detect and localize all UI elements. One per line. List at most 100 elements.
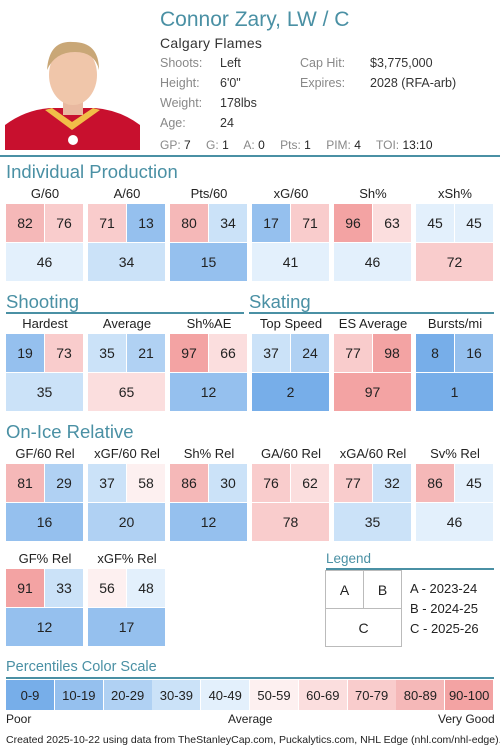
ga60-a-value: 76: [252, 464, 290, 502]
sh-a-value: 96: [334, 204, 372, 242]
shoots-value: Left: [220, 56, 241, 70]
shrel-label: Sh% Rel: [183, 446, 235, 461]
tops-label: Top Speed: [259, 316, 323, 331]
xga60-b-value: 32: [373, 464, 411, 502]
a60-c-value: 34: [88, 243, 165, 281]
g60-label: G/60: [30, 186, 60, 201]
scale-bin-8: 80-89: [396, 680, 445, 710]
burst-label: Bursts/mi: [427, 316, 483, 331]
xsh-label: xSh%: [438, 186, 472, 201]
stat-a-label: A:: [243, 138, 255, 152]
player-name: Connor Zary, LW / C: [160, 8, 350, 31]
player-headshot: [5, 30, 140, 150]
xg60-label: xG/60: [273, 186, 309, 201]
season-stats: GP: 7 G: 1 A: 0 Pts: 1 PIM: 4 TOI: 13:10: [160, 138, 433, 152]
stat-g-label: G:: [206, 138, 219, 152]
svrel-a-value: 86: [416, 464, 454, 502]
xga60-c-value: 35: [334, 503, 411, 541]
g60-a-value: 82: [6, 204, 44, 242]
gfp-c-value: 12: [6, 608, 83, 646]
pts60-c-value: 15: [170, 243, 247, 281]
avg-a-value: 35: [88, 334, 126, 372]
avg-c-value: 65: [88, 373, 165, 411]
ga60-label: GA/60 Rel: [261, 446, 321, 461]
team-name: Calgary Flames: [160, 35, 263, 51]
section-individual-production: Individual Production: [6, 161, 178, 182]
avg-label: Average: [102, 316, 152, 331]
g60-c-value: 46: [6, 243, 83, 281]
stat-pts-value: 1: [304, 138, 311, 152]
scale-bin-7: 70-79: [347, 680, 396, 710]
gf60-c-value: 16: [6, 503, 83, 541]
hard-label: Hardest: [22, 316, 68, 331]
esavg-label: ES Average: [338, 316, 408, 331]
scale-title: Percentiles Color Scale: [6, 659, 157, 675]
legend-title: Legend: [326, 551, 372, 566]
sh-c-value: 46: [334, 243, 411, 281]
xg60-b-value: 71: [291, 204, 329, 242]
footer-credits: Created 2025-10-22 using data from TheSt…: [6, 734, 500, 746]
shae-label: Sh%AE: [186, 316, 232, 331]
section-on-ice-relative: On-Ice Relative: [6, 421, 134, 442]
burst-b-value: 16: [455, 334, 493, 372]
skating-divider: [249, 312, 494, 314]
legend-divider: [326, 568, 494, 570]
esavg-a-value: 77: [334, 334, 372, 372]
a60-a-value: 71: [88, 204, 126, 242]
legend-a: A: [339, 581, 350, 598]
gf60-b-value: 29: [45, 464, 83, 502]
xgf60-label: xGF/60 Rel: [94, 446, 160, 461]
legend-c-desc: C - 2025-26: [410, 621, 479, 636]
hard-b-value: 73: [45, 334, 83, 372]
stat-pts-label: Pts:: [280, 138, 301, 152]
burst-c-value: 1: [416, 373, 493, 411]
legend-c: C: [358, 619, 369, 636]
stat-gp-value: 7: [184, 138, 191, 152]
gf60-a-value: 81: [6, 464, 44, 502]
gfp-b-value: 33: [45, 569, 83, 607]
shoots-label: Shoots:: [160, 56, 203, 70]
xsh-b-value: 45: [455, 204, 493, 242]
sh-b-value: 63: [373, 204, 411, 242]
scale-bin-5: 50-59: [250, 680, 298, 710]
ga60-b-value: 62: [291, 464, 329, 502]
scale-bin-2: 20-29: [103, 680, 152, 710]
height-label: Height:: [160, 76, 200, 90]
xgf60-b-value: 58: [127, 464, 165, 502]
shrel-c-value: 12: [170, 503, 247, 541]
avg-b-value: 21: [127, 334, 165, 372]
svrel-c-value: 46: [416, 503, 493, 541]
expires-label: Expires:: [300, 76, 346, 90]
cap-value: $3,775,000: [370, 56, 433, 70]
scale-bin-0: 0-9: [6, 680, 54, 710]
pts60-b-value: 34: [209, 204, 247, 242]
height-value: 6'0": [220, 76, 241, 90]
xg60-a-value: 17: [252, 204, 290, 242]
stat-gp-label: GP:: [160, 138, 181, 152]
ga60-c-value: 78: [252, 503, 329, 541]
xga60-label: xGA/60 Rel: [339, 446, 407, 461]
scale-bin-6: 60-69: [298, 680, 347, 710]
age-value: 24: [220, 116, 234, 130]
shrel-b-value: 30: [209, 464, 247, 502]
hard-c-value: 35: [6, 373, 83, 411]
gfp-a-value: 91: [6, 569, 44, 607]
gfp-label: GF% Rel: [18, 551, 72, 566]
tops-c-value: 2: [252, 373, 329, 411]
scale-average: Average: [228, 712, 273, 726]
shrel-a-value: 86: [170, 464, 208, 502]
xgfp-a-value: 56: [88, 569, 126, 607]
scale-very-good: Very Good: [438, 712, 495, 726]
weight-label: Weight:: [160, 96, 203, 110]
weight-value: 178lbs: [220, 96, 257, 110]
stat-g-value: 1: [222, 138, 229, 152]
xga60-a-value: 77: [334, 464, 372, 502]
expires-value: 2028 (RFA-arb): [370, 76, 457, 90]
a60-label: A/60: [113, 186, 141, 201]
stat-pim-value: 4: [354, 138, 361, 152]
scale-bin-9: 90-100: [445, 680, 494, 710]
cap-label: Cap Hit:: [300, 56, 346, 70]
shae-c-value: 12: [170, 373, 247, 411]
xsh-c-value: 72: [416, 243, 493, 281]
burst-a-value: 8: [416, 334, 454, 372]
